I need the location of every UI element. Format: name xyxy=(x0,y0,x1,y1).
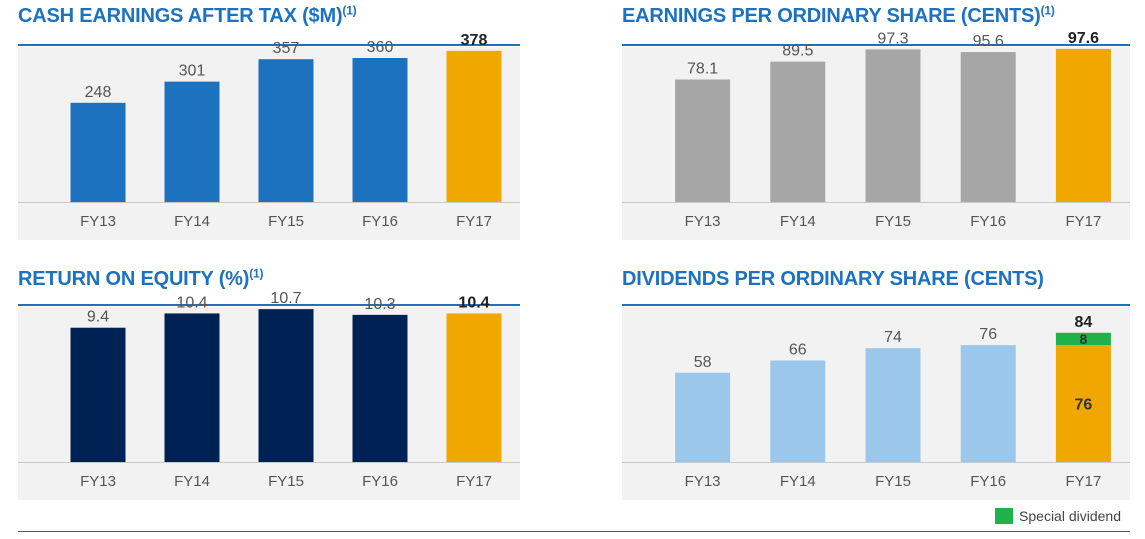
x-tick-label: FY17 xyxy=(456,473,492,490)
bar-special-dividend-fy17 xyxy=(1055,332,1111,346)
bar-fy13 xyxy=(675,79,731,202)
bar-fy16 xyxy=(352,58,408,202)
bar-chart-svg: 248 FY13 301 FY14 357 FY15 360 FY16 378 FY17 xyxy=(18,32,520,230)
value-label: 378 xyxy=(461,32,488,49)
chart-title-text: RETURN ON EQUITY (%) xyxy=(18,268,250,290)
chart-title-text: EARNINGS PER ORDINARY SHARE (CENTS) xyxy=(622,5,1041,27)
chart-panel-earnings-per-share: EARNINGS PER ORDINARY SHARE (CENTS)(1) 7… xyxy=(622,0,1130,245)
x-tick-label: FY14 xyxy=(780,473,816,490)
x-tick-label: FY15 xyxy=(875,213,911,230)
value-label: 10.7 xyxy=(270,290,301,307)
title-underline xyxy=(18,44,520,46)
bar-fy17 xyxy=(446,50,502,202)
bar-fy16 xyxy=(352,314,408,462)
x-tick-label: FY16 xyxy=(970,213,1006,230)
bar-fy15 xyxy=(258,309,314,462)
value-label: 97.3 xyxy=(877,30,908,47)
chart-title: EARNINGS PER ORDINARY SHARE (CENTS)(1) xyxy=(622,3,1055,28)
value-label: 301 xyxy=(179,63,206,80)
x-tick-label: FY16 xyxy=(970,473,1006,490)
bar-fy13 xyxy=(675,372,731,462)
title-underline xyxy=(622,304,1130,306)
chart-title: CASH EARNINGS AFTER TAX ($M)(1) xyxy=(18,3,357,28)
segment-label-base: 76 xyxy=(1075,397,1093,414)
chart-title: RETURN ON EQUITY (%)(1) xyxy=(18,266,264,291)
bar-fy16 xyxy=(960,345,1016,462)
x-tick-label: FY16 xyxy=(362,213,398,230)
chart-title-text: CASH EARNINGS AFTER TAX ($M) xyxy=(18,5,343,27)
title-footnote: (1) xyxy=(1040,3,1055,18)
chart-area: 78.1 FY13 89.5 FY14 97.3 FY15 95.6 FY16 97.6 FY17 xyxy=(622,30,1130,240)
x-tick-label: FY13 xyxy=(80,473,116,490)
bar-fy13 xyxy=(70,327,126,462)
value-label: 74 xyxy=(884,329,902,346)
bar-fy17 xyxy=(446,313,502,462)
value-label: 248 xyxy=(85,84,112,101)
bar-chart-svg: 58 FY13 66 FY14 74 FY15 76 FY16 76 884 FY17 xyxy=(622,314,1130,490)
x-tick-label: FY13 xyxy=(685,473,721,490)
segment-label-special: 8 xyxy=(1080,331,1088,347)
bar-fy17 xyxy=(1055,48,1111,202)
value-label: 78.1 xyxy=(687,60,718,77)
bar-fy16 xyxy=(960,52,1016,202)
value-label: 66 xyxy=(789,341,807,358)
chart-area: 9.4 FY13 10.4 FY14 10.7 FY15 10.3 FY16 10.4 FY17 xyxy=(18,290,520,500)
value-label: 10.3 xyxy=(364,296,395,313)
title-footnote: (1) xyxy=(249,266,264,281)
bar-fy15 xyxy=(865,49,921,202)
bar-chart-svg: 78.1 FY13 89.5 FY14 97.3 FY15 95.6 FY16 97.6 FY17 xyxy=(622,30,1130,230)
bar-fy15 xyxy=(258,59,314,203)
x-tick-label: FY16 xyxy=(362,473,398,490)
chart-panel-cash-earnings: CASH EARNINGS AFTER TAX ($M)(1) 248 FY13 3… xyxy=(18,0,520,245)
value-label: 360 xyxy=(367,39,394,56)
title-underline xyxy=(18,304,520,306)
bar-fy15 xyxy=(865,348,921,462)
x-tick-label: FY14 xyxy=(174,473,210,490)
bar-fy14 xyxy=(164,313,220,462)
value-label: 357 xyxy=(273,40,300,57)
chart-legend: Special dividend xyxy=(995,507,1121,525)
x-tick-label: FY15 xyxy=(268,213,304,230)
chart-area: 248 FY13 301 FY14 357 FY15 360 FY16 378 FY17 xyxy=(18,32,520,240)
x-tick-label: FY14 xyxy=(780,213,816,230)
x-tick-label: FY13 xyxy=(80,213,116,230)
x-tick-label: FY15 xyxy=(268,473,304,490)
value-label: 10.4 xyxy=(458,294,489,311)
value-label: 76 xyxy=(979,326,997,343)
value-label: 95.6 xyxy=(973,33,1004,50)
bar-fy17 xyxy=(1055,345,1111,462)
x-tick-label: FY17 xyxy=(1065,213,1101,230)
x-tick-label: FY17 xyxy=(456,213,492,230)
value-label: 9.4 xyxy=(87,309,109,326)
chart-title-text: DIVIDENDS PER ORDINARY SHARE (CENTS) xyxy=(622,268,1044,290)
x-tick-label: FY14 xyxy=(174,213,210,230)
value-label: 89.5 xyxy=(782,43,813,60)
x-tick-label: FY15 xyxy=(875,473,911,490)
chart-title: DIVIDENDS PER ORDINARY SHARE (CENTS) xyxy=(622,268,1044,291)
legend-label: Special dividend xyxy=(1019,508,1121,524)
value-label: 97.6 xyxy=(1068,30,1099,47)
chart-area: 58 FY13 66 FY14 74 FY15 76 FY16 76 8 84 FY17 xyxy=(622,307,1130,500)
bar-fy13 xyxy=(70,102,126,202)
bar-fy14 xyxy=(164,81,220,202)
x-tick-label: FY17 xyxy=(1065,473,1101,490)
value-label: 58 xyxy=(694,354,712,371)
value-label: 10.4 xyxy=(176,294,207,311)
title-underline xyxy=(622,44,1130,46)
bar-chart-svg: 9.4 FY13 10.4 FY14 10.7 FY15 10.3 FY16 10.4 FY17 xyxy=(18,290,520,490)
chart-panel-dividends-per-share: DIVIDENDS PER ORDINARY SHARE (CENTS) 58 F… xyxy=(622,268,1130,504)
chart-panel-return-on-equity: RETURN ON EQUITY (%)(1) 9.4 FY13 10.4 FY14 1… xyxy=(18,266,520,504)
value-label: 84 xyxy=(1075,314,1093,331)
legend-swatch-special-dividend xyxy=(995,508,1014,524)
bar-fy14 xyxy=(770,360,826,462)
title-footnote: (1) xyxy=(342,3,357,18)
footer-divider xyxy=(18,531,1130,532)
x-tick-label: FY13 xyxy=(685,213,721,230)
bar-fy14 xyxy=(770,61,826,202)
